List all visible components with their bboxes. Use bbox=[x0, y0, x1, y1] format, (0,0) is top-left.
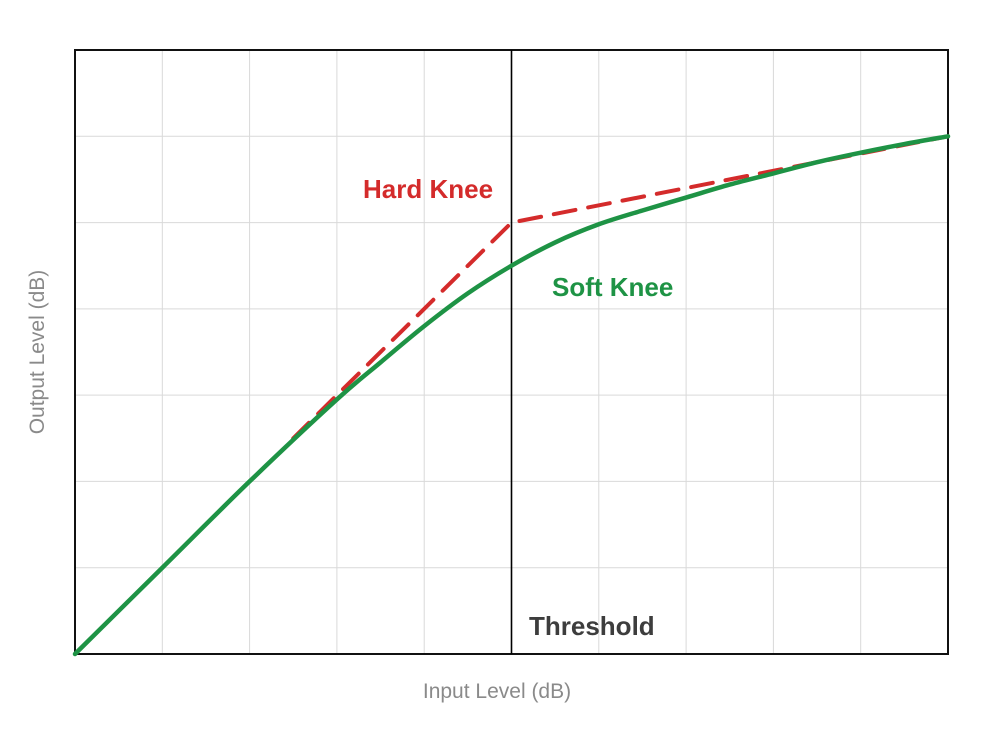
series-soft-knee bbox=[72, 134, 951, 657]
hard-knee-annotation: Hard Knee bbox=[363, 174, 493, 204]
series-layer bbox=[72, 134, 951, 657]
threshold-annotation: Threshold bbox=[529, 611, 655, 641]
y-axis-label: Output Level (dB) bbox=[26, 270, 49, 435]
x-axis-label: Input Level (dB) bbox=[423, 680, 571, 703]
soft-knee-annotation: Soft Knee bbox=[552, 272, 673, 302]
